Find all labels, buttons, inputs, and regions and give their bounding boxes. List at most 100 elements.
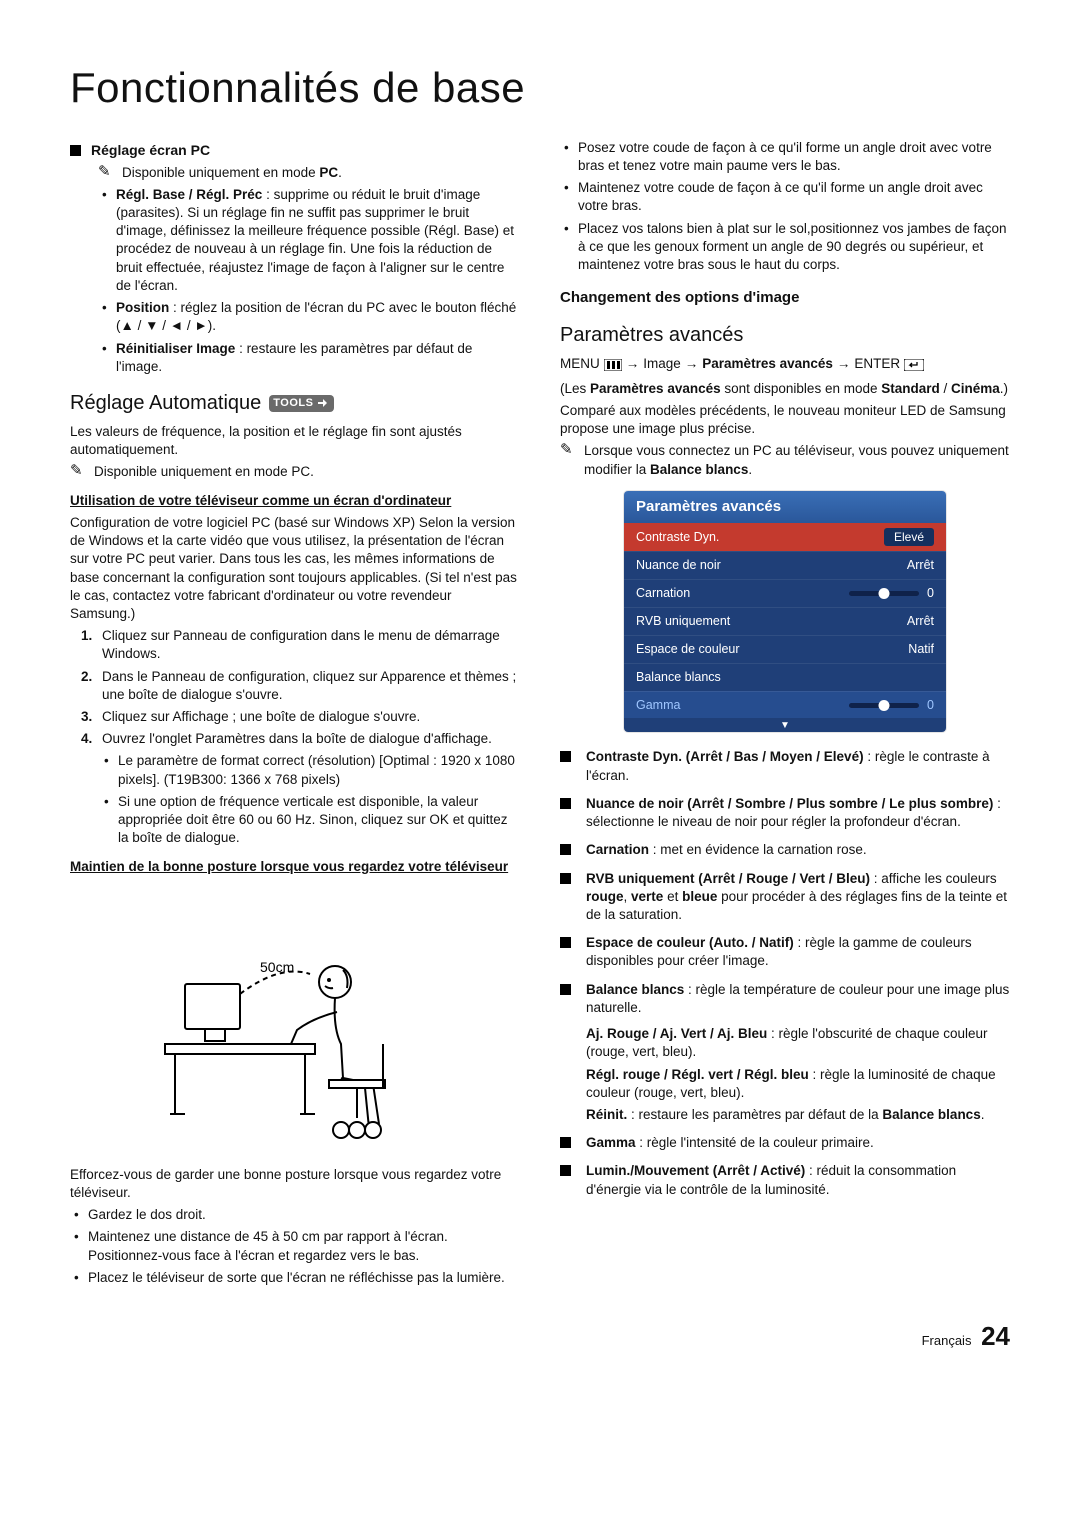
square-bullet-icon xyxy=(70,145,81,156)
pointer-icon: ✎ xyxy=(98,164,116,179)
enter-icon xyxy=(904,359,924,371)
b2-body: : réglez la position de l'écran du PC av… xyxy=(116,300,516,333)
f7-lead: Gamma xyxy=(586,1135,636,1150)
footer-page-number: 24 xyxy=(981,1321,1010,1351)
f7-body: : règle l'intensité de la couleur primai… xyxy=(636,1135,874,1150)
feature-rvb: RVB uniquement (Arrêt / Rouge / Vert / B… xyxy=(560,870,1010,925)
step-4b: Si une option de fréquence verticale est… xyxy=(118,793,520,848)
osd-row-contraste[interactable]: Contraste Dyn. Elevé xyxy=(624,523,946,551)
f6-lead: Balance blancs xyxy=(586,982,684,997)
step-1: Cliquez sur Panneau de configuration dan… xyxy=(96,627,520,663)
step-4-text: Ouvrez l'onglet Paramètres dans la boîte… xyxy=(102,731,492,746)
pc-note-mode: PC xyxy=(319,165,338,180)
posture-b1: Gardez le dos droit. xyxy=(88,1206,520,1224)
osd-value-3: Arrêt xyxy=(907,613,934,630)
feature-nuance: Nuance de noir (Arrêt / Sombre / Plus so… xyxy=(560,795,1010,831)
osd-label-2: Carnation xyxy=(636,585,690,602)
pointer-icon: ✎ xyxy=(560,442,578,457)
tools-icon xyxy=(316,398,328,408)
adv-note-b: Balance blancs xyxy=(650,462,748,477)
f6p2l: Aj. Rouge / Aj. Vert / Aj. Bleu xyxy=(586,1026,767,1041)
osd-row-gamma[interactable]: Gamma 0 xyxy=(624,691,946,719)
advanced-note: ✎ Lorsque vous connectez un PC au télévi… xyxy=(560,442,1010,478)
p1b: Paramètres avancés xyxy=(590,381,721,396)
using-tv-steps: Cliquez sur Panneau de configuration dan… xyxy=(96,627,520,847)
menu-path: MENU → Image → Paramètres avancés → ENTE… xyxy=(560,355,1010,373)
f4-lead: RVB uniquement (Arrêt / Rouge / Vert / B… xyxy=(586,871,870,886)
pc-screen-heading: Réglage écran PC xyxy=(70,141,520,160)
f5-lead: Espace de couleur (Auto. / Natif) xyxy=(586,935,794,950)
osd-title: Paramètres avancés xyxy=(624,491,946,523)
osd-row-carnation[interactable]: Carnation 0 xyxy=(624,579,946,607)
posture-list-cont: Posez votre coude de façon à ce qu'il fo… xyxy=(578,139,1010,275)
osd-label-1: Nuance de noir xyxy=(636,557,721,574)
feature-carnation: Carnation : met en évidence la carnation… xyxy=(560,841,1010,859)
f8-lead: Lumin./Mouvement (Arrêt / Activé) xyxy=(586,1163,805,1178)
page-title: Fonctionnalités de base xyxy=(70,60,1010,117)
step-4: Ouvrez l'onglet Paramètres dans la boîte… xyxy=(96,730,520,847)
pc-only-note: ✎ Disponible uniquement en mode PC. xyxy=(98,164,520,182)
step-4a: Le paramètre de format correct (résoluti… xyxy=(118,752,520,788)
osd-row-nuance[interactable]: Nuance de noir Arrêt xyxy=(624,551,946,579)
f1-lead: Contraste Dyn. (Arrêt / Bas / Moyen / El… xyxy=(586,749,864,764)
right-column: Posez votre coude de façon à ce qu'il fo… xyxy=(560,135,1010,1291)
osd-value-4: Natif xyxy=(908,641,934,658)
b3-lead: Réinitialiser Image xyxy=(116,341,235,356)
osd-row-espace[interactable]: Espace de couleur Natif xyxy=(624,635,946,663)
f4e: et xyxy=(663,889,682,904)
f4d: verte xyxy=(631,889,663,904)
adv-note-c: . xyxy=(748,462,752,477)
feature-gamma: Gamma : règle l'intensité de la couleur … xyxy=(560,1134,1010,1152)
feature-lumin: Lumin./Mouvement (Arrêt / Activé) : rédu… xyxy=(560,1162,1010,1198)
pc-note-a: Disponible uniquement en mode xyxy=(122,165,319,180)
auto-adjust-heading-text: Réglage Automatique xyxy=(70,390,261,417)
tools-badge: TOOLS xyxy=(269,395,334,412)
f6p4e: . xyxy=(981,1107,985,1122)
arrow-1: → xyxy=(626,355,640,373)
arrow-3: → xyxy=(837,355,851,373)
step-3-text: Cliquez sur Affichage ; une boîte de dia… xyxy=(102,709,420,724)
p1e: / xyxy=(940,381,951,396)
features-list: Contraste Dyn. (Arrêt / Bas / Moyen / El… xyxy=(560,748,1010,1198)
p1a: (Les xyxy=(560,381,590,396)
posture-more-b1: Posez votre coude de façon à ce qu'il fo… xyxy=(578,139,1010,175)
step-4-sub: Le paramètre de format correct (résoluti… xyxy=(118,752,520,847)
osd-row-rvb[interactable]: RVB uniquement Arrêt xyxy=(624,607,946,635)
osd-value-0: Elevé xyxy=(884,528,934,546)
arrow-2: → xyxy=(685,355,699,373)
using-tv-heading: Utilisation de votre téléviseur comme un… xyxy=(70,492,520,510)
distance-label: 50cm xyxy=(260,959,294,975)
pc-screen-item-position: Position : réglez la position de l'écran… xyxy=(116,299,520,335)
f6p4bb: Balance blancs xyxy=(882,1107,980,1122)
osd-value-6: 0 xyxy=(927,697,934,714)
f4c: , xyxy=(624,889,632,904)
posture-heading: Maintien de la bonne posture lorsque vou… xyxy=(70,858,520,876)
p1c: sont disponibles en mode xyxy=(721,381,882,396)
advanced-params-heading: Paramètres avancés xyxy=(560,322,1010,349)
pc-screen-list: Régl. Base / Régl. Préc : supprime ou ré… xyxy=(116,186,520,376)
auto-adjust-note-text: Disponible uniquement en mode PC. xyxy=(94,463,314,481)
step-1-text: Cliquez sur Panneau de configuration dan… xyxy=(102,628,500,661)
b1-lead: Régl. Base / Régl. Préc xyxy=(116,187,262,202)
osd-row-balance[interactable]: Balance blancs xyxy=(624,663,946,691)
pointer-icon: ✎ xyxy=(70,463,88,478)
b2-lead: Position xyxy=(116,300,169,315)
f2-lead: Nuance de noir (Arrêt / Sombre / Plus so… xyxy=(586,796,993,811)
chevron-down-icon: ▼ xyxy=(780,719,790,733)
posture-more-b2: Maintenez votre coude de façon à ce qu'i… xyxy=(578,179,1010,215)
adv-note-a: Lorsque vous connectez un PC au télévise… xyxy=(584,443,1009,476)
step-2-text: Dans le Panneau de configuration, clique… xyxy=(102,669,516,702)
osd-slider-gamma[interactable]: 0 xyxy=(849,697,934,714)
osd-slider-carnation[interactable]: 0 xyxy=(849,585,934,602)
osd-label-3: RVB uniquement xyxy=(636,613,730,630)
posture-illustration: 50cm xyxy=(145,894,445,1154)
tools-badge-text: TOOLS xyxy=(273,396,313,411)
auto-adjust-desc: Les valeurs de fréquence, la position et… xyxy=(70,423,520,459)
p1d: Standard xyxy=(881,381,940,396)
menu-label: MENU xyxy=(560,355,600,373)
feature-contraste: Contraste Dyn. (Arrêt / Bas / Moyen / El… xyxy=(560,748,1010,784)
f6p3l: Régl. rouge / Régl. vert / Régl. bleu xyxy=(586,1067,809,1082)
menu-icon xyxy=(604,359,622,371)
menu-pa: Paramètres avancés xyxy=(702,355,833,373)
using-tv-desc: Configuration de votre logiciel PC (basé… xyxy=(70,514,520,623)
